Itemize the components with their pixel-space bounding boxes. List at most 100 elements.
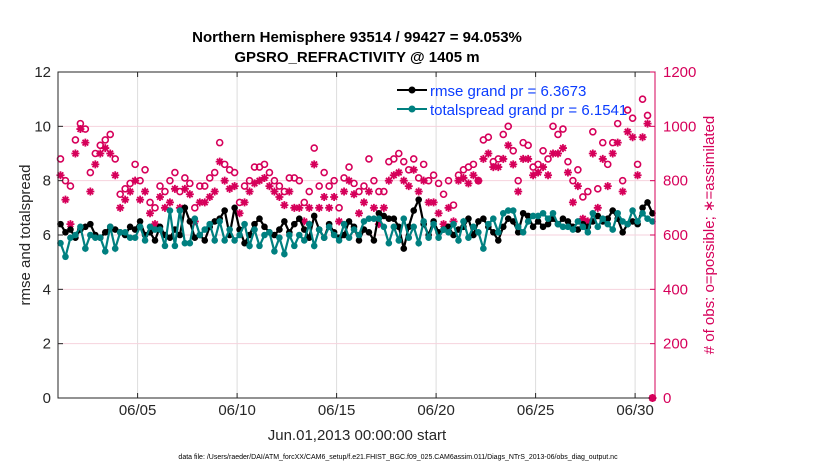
totalspread-point	[460, 218, 467, 225]
rmse-point	[241, 239, 248, 247]
y-tick-label-left: 10	[34, 118, 51, 135]
rmse-point	[390, 215, 398, 222]
totalspread-point	[490, 215, 497, 222]
rmse-point	[564, 218, 572, 225]
x-tick-label: 06/30	[616, 402, 654, 419]
assimilated-marker	[66, 220, 75, 229]
assimilated-marker	[643, 119, 652, 128]
rmse-point	[475, 218, 482, 225]
totalspread-point	[440, 226, 447, 233]
totalspread-point	[111, 245, 119, 252]
obs-markers	[56, 95, 657, 402]
error-lines	[57, 196, 656, 261]
rmse-point	[345, 218, 353, 225]
assimilated-marker	[155, 192, 164, 201]
y-tick-label-right: 1200	[663, 64, 696, 81]
assimilated-marker	[573, 182, 582, 191]
possible-marker	[524, 141, 532, 150]
possible-marker	[380, 187, 388, 196]
rmse-point	[181, 204, 189, 212]
totalspread-point	[450, 220, 457, 228]
totalspread-point	[211, 237, 219, 244]
totalspread-point	[72, 231, 79, 239]
possible-marker	[549, 122, 557, 131]
data-file-footer: data file: /Users/raeder/DAI/ATM_forcXX/…	[178, 454, 618, 461]
assimilated-marker	[195, 198, 204, 207]
totalspread-point	[241, 220, 248, 228]
possible-marker	[643, 111, 652, 120]
totalspread-point	[604, 220, 612, 228]
assimilated-marker	[290, 203, 299, 212]
totalspread-point	[330, 231, 338, 239]
totalspread-point	[126, 234, 134, 242]
assimilated-marker	[484, 149, 493, 158]
possible-marker	[484, 133, 493, 141]
assimilated-marker	[340, 187, 349, 196]
totalspread-point	[276, 234, 283, 242]
possible-marker	[161, 187, 169, 196]
totalspread-point	[644, 215, 651, 222]
rmse-point	[131, 226, 139, 233]
possible-marker	[230, 168, 239, 177]
totalspread-point	[470, 223, 477, 231]
possible-marker	[325, 182, 333, 190]
assimilated-marker	[603, 182, 612, 191]
assimilated-marker	[509, 160, 518, 169]
totalspread-point	[589, 209, 597, 217]
rmse-point	[504, 215, 512, 222]
assimilated-marker	[578, 214, 587, 223]
assimilated-marker	[250, 179, 259, 188]
rmse-point	[57, 220, 64, 228]
assimilated-marker	[111, 171, 120, 180]
assimilated-marker	[618, 187, 627, 196]
totalspread-point	[266, 228, 273, 236]
possible-marker	[275, 182, 284, 190]
rmse-point	[649, 209, 656, 217]
assimilated-marker	[141, 187, 150, 196]
x-tick-label: 06/05	[119, 402, 157, 419]
legend: rmse grand pr = 6.3673 totalspread grand…	[397, 83, 627, 119]
legend-rmse-marker	[408, 86, 416, 94]
possible-marker	[623, 106, 632, 114]
possible-marker	[270, 176, 279, 185]
possible-marker	[240, 182, 249, 190]
totalspread-point	[445, 228, 452, 236]
totalspread-point	[410, 223, 418, 231]
assimilated-marker	[76, 125, 85, 134]
possible-marker	[375, 187, 383, 196]
assimilated-marker	[325, 203, 334, 212]
assimilated-marker	[265, 182, 274, 191]
rmse-point	[67, 226, 74, 233]
totalspread-point	[181, 239, 189, 247]
assimilated-marker	[335, 217, 344, 226]
rmse-point	[186, 218, 194, 225]
totalspread-point	[121, 228, 129, 236]
possible-marker	[186, 179, 194, 188]
assimilated-marker	[553, 149, 562, 158]
totalspread-point	[435, 234, 442, 242]
totalspread-point	[335, 237, 343, 244]
assimilated-marker	[608, 149, 617, 158]
assimilated-marker	[593, 203, 602, 212]
possible-marker	[96, 141, 105, 150]
assimilated-marker	[61, 195, 70, 204]
totalspread-point	[206, 220, 214, 228]
totalspread-point	[564, 223, 572, 231]
totalspread-point	[186, 239, 194, 247]
assimilated-marker	[126, 187, 135, 196]
possible-marker	[365, 155, 373, 163]
totalspread-point	[509, 207, 517, 214]
totalspread-point	[291, 242, 298, 250]
assimilated-marker	[638, 133, 647, 142]
totalspread-point	[360, 218, 368, 225]
possible-marker	[399, 157, 408, 166]
assimilated-marker	[136, 195, 145, 204]
rmse-point	[629, 218, 636, 225]
totalspread-point	[256, 242, 263, 250]
totalspread-point	[141, 237, 149, 244]
totalspread-point	[300, 237, 308, 244]
assimilated-marker	[230, 182, 239, 191]
totalspread-point	[191, 215, 199, 222]
rmse-point	[529, 223, 537, 231]
totalspread-point	[380, 223, 388, 231]
